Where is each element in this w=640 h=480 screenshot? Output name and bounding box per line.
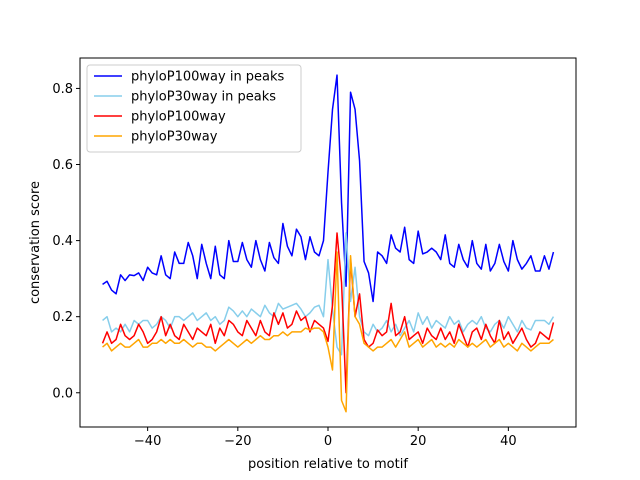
x-axis-ticks: −40 −20 0 20 40 bbox=[134, 427, 517, 449]
x-tick-label: −40 bbox=[134, 434, 161, 449]
legend-label-2: phyloP30way in peaks bbox=[131, 90, 276, 105]
plot-lines bbox=[101, 74, 555, 413]
x-tick-label: 40 bbox=[500, 434, 517, 449]
x-tick-label: −20 bbox=[224, 434, 251, 449]
x-tick-label: 20 bbox=[410, 434, 427, 449]
y-axis-label: conservation score bbox=[28, 181, 43, 304]
legend-label-4: phyloP30way bbox=[131, 130, 218, 145]
y-tick-label: 0.6 bbox=[52, 158, 73, 173]
series-line-1 bbox=[102, 74, 555, 303]
y-tick-label: 0.2 bbox=[52, 310, 73, 325]
x-axis-label: position relative to motif bbox=[248, 457, 408, 472]
series-line-2 bbox=[102, 232, 555, 356]
legend-label-3: phyloP100way bbox=[131, 110, 226, 125]
legend-box bbox=[86, 64, 302, 153]
y-tick-label: 0.4 bbox=[52, 234, 73, 249]
x-tick-label: 0 bbox=[324, 434, 332, 449]
legend: phyloP100way in peaks phyloP30way in peak… bbox=[86, 64, 302, 153]
y-axis-ticks: 0.0 0.2 0.4 0.6 0.8 bbox=[52, 82, 80, 401]
series-line-3 bbox=[101, 232, 555, 394]
legend-label-1: phyloP100way in peaks bbox=[131, 70, 285, 85]
y-tick-label: 0.0 bbox=[52, 386, 73, 401]
series-line-4 bbox=[102, 251, 554, 413]
y-tick-label: 0.8 bbox=[52, 82, 73, 97]
